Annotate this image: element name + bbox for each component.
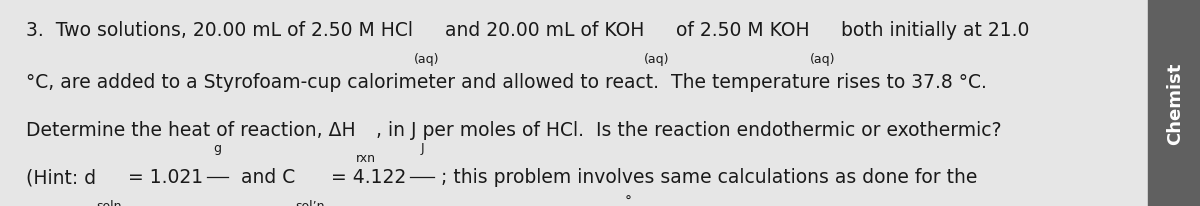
Text: °: ° — [625, 194, 632, 206]
Text: g: g — [214, 142, 222, 154]
Text: and 20.00 mL of KOH: and 20.00 mL of KOH — [439, 21, 644, 40]
Text: and C: and C — [235, 167, 295, 186]
Text: (Hint: d: (Hint: d — [26, 167, 96, 186]
Text: 3.  Two solutions, 20.00 mL of 2.50 M HCl: 3. Two solutions, 20.00 mL of 2.50 M HCl — [26, 21, 413, 40]
Text: Determine the heat of reaction, ΔH: Determine the heat of reaction, ΔH — [26, 120, 356, 139]
Text: soln: soln — [96, 199, 122, 206]
Text: °C, are added to a Styrofoam-cup calorimeter and allowed to react.  The temperat: °C, are added to a Styrofoam-cup calorim… — [26, 73, 988, 91]
Text: of 2.50 M KOH: of 2.50 M KOH — [670, 21, 809, 40]
Text: Chemist: Chemist — [1166, 62, 1183, 144]
Text: (aq): (aq) — [413, 53, 439, 66]
Text: = 4.122: = 4.122 — [325, 167, 407, 186]
Text: (aq): (aq) — [644, 53, 670, 66]
Text: both initially at 21.0: both initially at 21.0 — [835, 21, 1030, 40]
Text: , in J per moles of HCl.  Is the reaction endothermic or exothermic?: , in J per moles of HCl. Is the reaction… — [376, 120, 1002, 139]
Text: ; this problem involves same calculations as done for the: ; this problem involves same calculation… — [442, 167, 978, 186]
Text: rxn: rxn — [356, 152, 376, 165]
Bar — [1148, 0, 1200, 206]
Text: J: J — [420, 142, 424, 154]
Text: (aq): (aq) — [809, 53, 835, 66]
Text: = 1.021: = 1.021 — [122, 167, 203, 186]
Text: sol’n: sol’n — [295, 199, 325, 206]
